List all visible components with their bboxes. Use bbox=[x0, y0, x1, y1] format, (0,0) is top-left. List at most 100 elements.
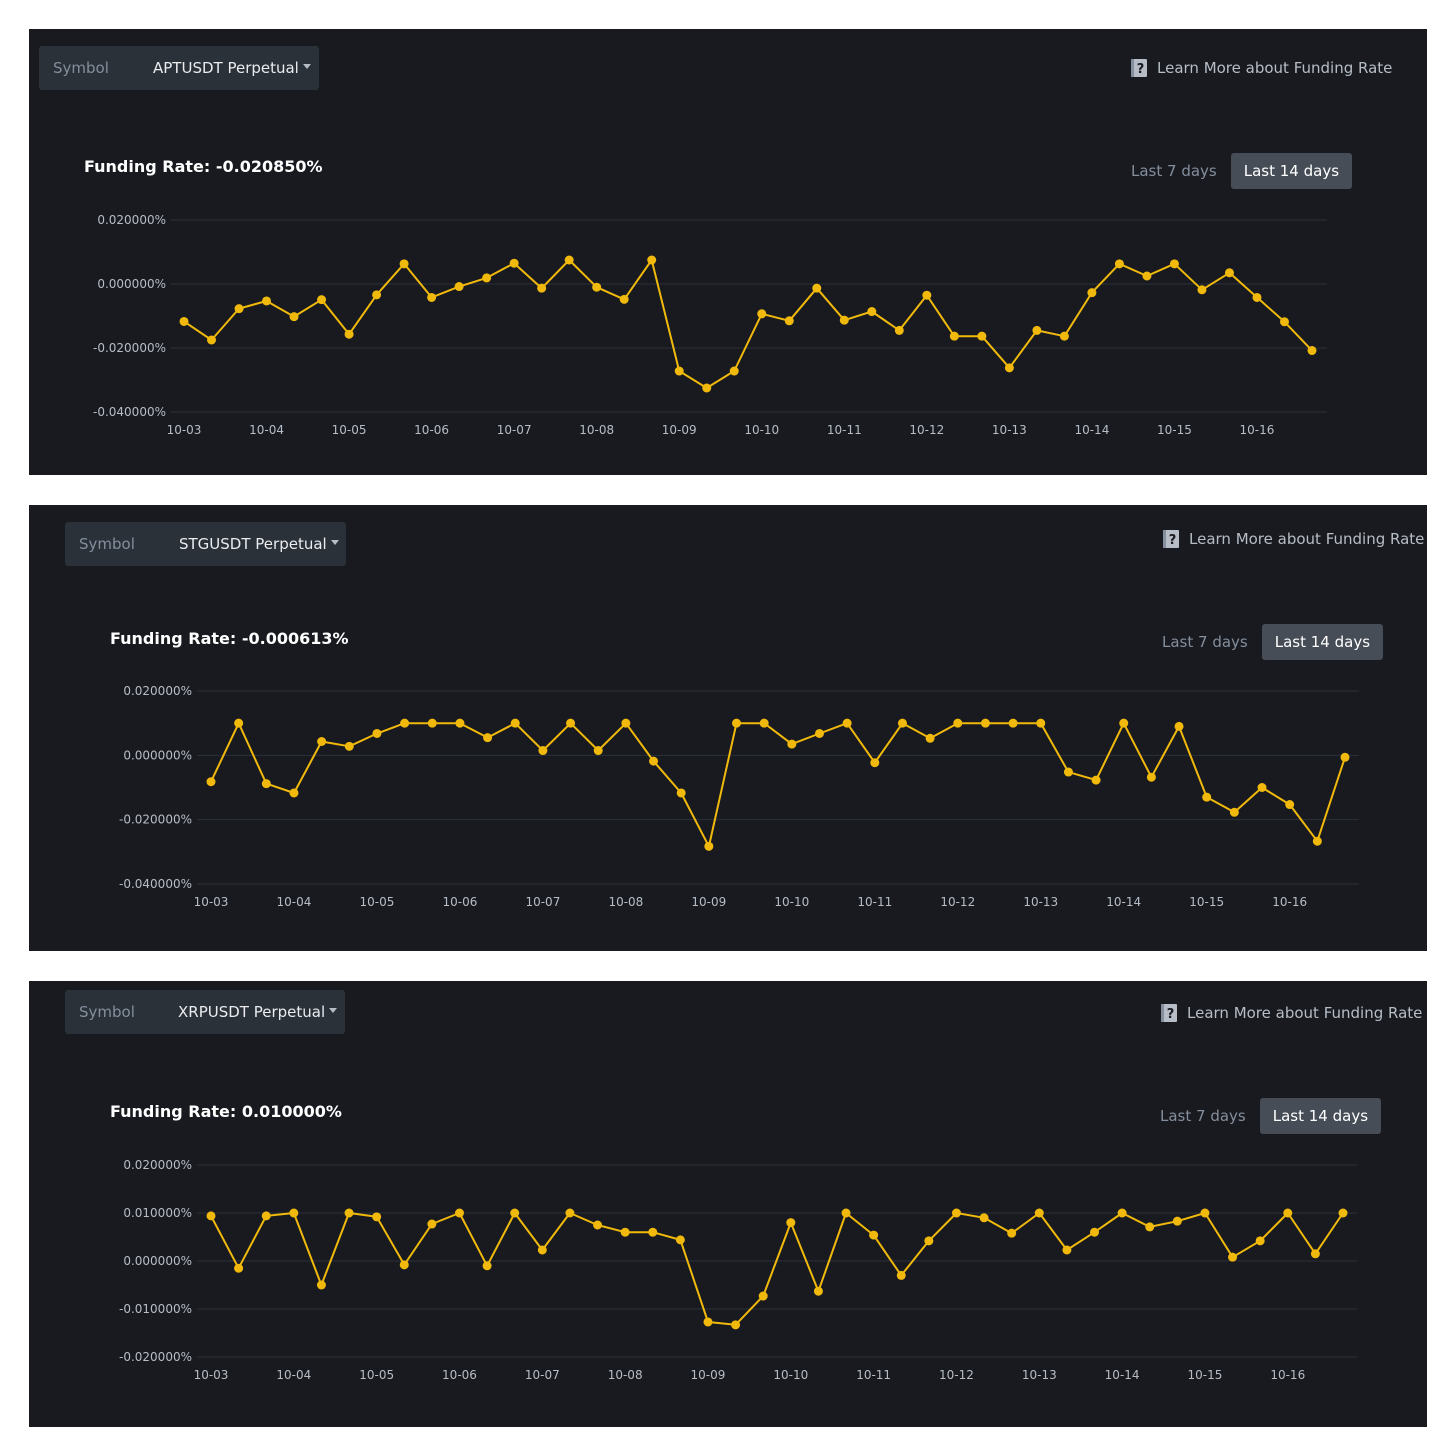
data-point[interactable] bbox=[1004, 363, 1014, 373]
data-point[interactable] bbox=[1310, 1249, 1320, 1259]
data-point[interactable] bbox=[1114, 259, 1124, 269]
range-7-days-button[interactable]: Last 7 days bbox=[1162, 633, 1248, 651]
data-point[interactable] bbox=[1036, 718, 1046, 728]
data-point[interactable] bbox=[759, 718, 769, 728]
data-point[interactable] bbox=[949, 331, 959, 341]
data-point[interactable] bbox=[262, 296, 272, 306]
data-point[interactable] bbox=[206, 777, 216, 787]
data-point[interactable] bbox=[592, 282, 602, 292]
data-point[interactable] bbox=[1172, 1216, 1182, 1226]
data-point[interactable] bbox=[454, 1208, 464, 1218]
data-point[interactable] bbox=[924, 1236, 934, 1246]
data-point[interactable] bbox=[979, 1213, 989, 1223]
data-point[interactable] bbox=[1279, 317, 1289, 327]
data-point[interactable] bbox=[400, 718, 410, 728]
symbol-selector[interactable]: Symbol APTUSDT Perpetual bbox=[39, 46, 319, 90]
data-point[interactable] bbox=[1338, 1208, 1348, 1218]
symbol-selector[interactable]: Symbol STGUSDT Perpetual bbox=[65, 522, 346, 566]
data-point[interactable] bbox=[841, 1208, 851, 1218]
data-point[interactable] bbox=[977, 331, 987, 341]
data-point[interactable] bbox=[704, 841, 714, 851]
data-point[interactable] bbox=[675, 1235, 685, 1245]
data-point[interactable] bbox=[538, 746, 548, 756]
data-point[interactable] bbox=[731, 1320, 741, 1330]
data-point[interactable] bbox=[1202, 792, 1212, 802]
data-point[interactable] bbox=[786, 1218, 796, 1228]
data-point[interactable] bbox=[814, 728, 824, 738]
range-14-days-button[interactable]: Last 14 days bbox=[1230, 153, 1353, 189]
data-point[interactable] bbox=[455, 718, 465, 728]
data-point[interactable] bbox=[897, 718, 907, 728]
data-point[interactable] bbox=[427, 718, 437, 728]
data-point[interactable] bbox=[1062, 1245, 1072, 1255]
range-7-days-button[interactable]: Last 7 days bbox=[1160, 1107, 1246, 1125]
data-point[interactable] bbox=[1008, 718, 1018, 728]
data-point[interactable] bbox=[566, 718, 576, 728]
data-point[interactable] bbox=[482, 273, 492, 283]
data-point[interactable] bbox=[179, 316, 189, 326]
range-7-days-button[interactable]: Last 7 days bbox=[1131, 162, 1217, 180]
symbol-selector[interactable]: Symbol XRPUSDT Perpetual bbox=[65, 990, 345, 1034]
data-point[interactable] bbox=[1119, 718, 1129, 728]
data-point[interactable] bbox=[1145, 1222, 1155, 1232]
data-point[interactable] bbox=[289, 788, 299, 798]
data-point[interactable] bbox=[869, 1230, 879, 1240]
data-point[interactable] bbox=[344, 741, 354, 751]
data-point[interactable] bbox=[894, 325, 904, 335]
data-point[interactable] bbox=[925, 733, 935, 743]
data-point[interactable] bbox=[619, 294, 629, 304]
data-point[interactable] bbox=[565, 1208, 575, 1218]
data-point[interactable] bbox=[758, 1291, 768, 1301]
data-point[interactable] bbox=[702, 383, 712, 393]
data-point[interactable] bbox=[896, 1270, 906, 1280]
data-point[interactable] bbox=[784, 316, 794, 326]
data-point[interactable] bbox=[620, 1227, 630, 1237]
data-point[interactable] bbox=[1228, 1252, 1238, 1262]
data-point[interactable] bbox=[1224, 268, 1234, 278]
data-point[interactable] bbox=[537, 283, 547, 293]
data-point[interactable] bbox=[1257, 783, 1267, 792]
data-point[interactable] bbox=[261, 779, 271, 789]
data-point[interactable] bbox=[289, 1208, 299, 1218]
data-point[interactable] bbox=[1142, 271, 1152, 281]
data-point[interactable] bbox=[427, 1219, 437, 1229]
data-point[interactable] bbox=[813, 1286, 823, 1296]
data-point[interactable] bbox=[399, 259, 409, 269]
data-point[interactable] bbox=[787, 739, 797, 749]
data-point[interactable] bbox=[1090, 1227, 1100, 1237]
data-point[interactable] bbox=[289, 312, 299, 322]
data-point[interactable] bbox=[509, 258, 519, 268]
data-point[interactable] bbox=[344, 329, 354, 339]
data-point[interactable] bbox=[261, 1211, 271, 1221]
data-point[interactable] bbox=[951, 1208, 961, 1218]
data-point[interactable] bbox=[1063, 767, 1073, 777]
data-point[interactable] bbox=[812, 283, 822, 293]
data-point[interactable] bbox=[234, 718, 244, 728]
data-point[interactable] bbox=[1174, 721, 1184, 731]
data-point[interactable] bbox=[454, 282, 464, 292]
data-point[interactable] bbox=[1200, 1208, 1210, 1218]
data-point[interactable] bbox=[1087, 288, 1097, 298]
data-point[interactable] bbox=[207, 335, 217, 345]
data-point[interactable] bbox=[317, 737, 327, 747]
data-point[interactable] bbox=[427, 292, 437, 302]
data-point[interactable] bbox=[510, 718, 520, 728]
data-point[interactable] bbox=[399, 1260, 409, 1270]
data-point[interactable] bbox=[564, 255, 574, 265]
data-point[interactable] bbox=[953, 718, 963, 728]
data-point[interactable] bbox=[980, 718, 990, 728]
data-point[interactable] bbox=[372, 728, 382, 738]
data-point[interactable] bbox=[344, 1208, 354, 1218]
range-14-days-button[interactable]: Last 14 days bbox=[1259, 1098, 1382, 1134]
data-point[interactable] bbox=[1091, 775, 1101, 785]
data-point[interactable] bbox=[1307, 346, 1317, 356]
data-point[interactable] bbox=[729, 366, 739, 376]
data-point[interactable] bbox=[1340, 752, 1350, 762]
data-point[interactable] bbox=[537, 1245, 547, 1255]
data-point[interactable] bbox=[732, 718, 742, 728]
range-14-days-button[interactable]: Last 14 days bbox=[1261, 624, 1384, 660]
data-point[interactable] bbox=[483, 733, 493, 743]
data-point[interactable] bbox=[1312, 836, 1322, 846]
data-point[interactable] bbox=[676, 788, 686, 798]
data-point[interactable] bbox=[1032, 325, 1042, 335]
